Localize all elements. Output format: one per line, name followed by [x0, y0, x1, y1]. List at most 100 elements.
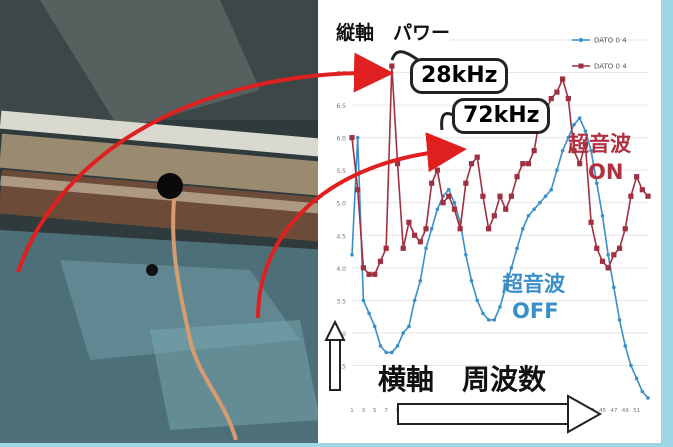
- y-tick-label: 6.0: [336, 136, 346, 143]
- series-point-off: [640, 389, 645, 394]
- series-point-off: [452, 200, 457, 205]
- y-tick-label: 4.5: [336, 233, 346, 240]
- series-point-off: [361, 298, 366, 303]
- series-point-on: [486, 226, 492, 232]
- series-point-off: [367, 311, 371, 316]
- series-point-on: [394, 161, 401, 167]
- series-point-on: [349, 135, 355, 141]
- series-point-off: [532, 207, 536, 212]
- series-point-on: [548, 95, 554, 102]
- series-point-off: [492, 318, 497, 322]
- series-point-on: [406, 219, 412, 225]
- series-point-off: [600, 213, 605, 218]
- series-point-on: [645, 193, 651, 199]
- series-point-off: [378, 344, 383, 348]
- series-point-off: [594, 181, 599, 185]
- series-point-on: [463, 180, 469, 186]
- series-point-off: [589, 148, 593, 153]
- y-tick-label: 5.5: [336, 168, 346, 175]
- legend-label: DATO 0 4: [594, 37, 627, 45]
- series-point-on: [582, 141, 588, 147]
- horizontal-axis-label: 横軸 周波数: [378, 363, 547, 396]
- series-point-off: [446, 187, 451, 192]
- series-point-on: [525, 161, 532, 167]
- x-tick-label: 45: [599, 408, 606, 414]
- series-point-off: [481, 311, 485, 316]
- series-point-on: [440, 200, 446, 206]
- series-point-off: [390, 350, 394, 355]
- legend-label: DATO 0 4: [594, 63, 627, 71]
- series-point-on: [503, 206, 509, 212]
- series-point-off: [526, 213, 531, 218]
- arrow-to-72khz: [256, 132, 467, 319]
- vertical-axis-label: 縦軸 パワー: [336, 18, 451, 45]
- series-point-off: [646, 396, 650, 400]
- series-point-on: [423, 226, 429, 232]
- series-point-off: [617, 318, 622, 322]
- series-point-on: [468, 161, 475, 167]
- series-point-on: [611, 252, 617, 258]
- series-point-off: [555, 168, 559, 172]
- series-point-off: [572, 122, 576, 127]
- series-point-on: [599, 258, 606, 264]
- series-point-off: [435, 207, 440, 212]
- series-point-off: [623, 344, 628, 348]
- series-point-on: [628, 193, 634, 199]
- x-tick-label: 3: [362, 408, 366, 414]
- up-arrow-icon: [324, 319, 346, 341]
- series-point-off: [401, 331, 406, 335]
- legend-marker: [579, 38, 583, 42]
- series-point-off: [549, 187, 554, 192]
- ultrasound-off-label-line1: 超音波: [502, 272, 565, 296]
- peak-28khz-label: 28kHz: [410, 58, 509, 94]
- series-point-on: [594, 245, 600, 251]
- x-tick-label: 1: [350, 408, 354, 414]
- series-point-on: [417, 239, 423, 245]
- series-point-off: [629, 363, 633, 368]
- y-tick-label: 2.5: [336, 363, 346, 370]
- series-point-off: [350, 253, 354, 257]
- x-tick-label: 7: [384, 408, 388, 414]
- series-point-on: [588, 219, 594, 225]
- series-point-on: [355, 187, 361, 193]
- series-point-on: [514, 174, 520, 180]
- series-point-on: [565, 95, 571, 102]
- series-point-on: [383, 245, 389, 251]
- series-point-on: [474, 154, 480, 160]
- series-point-on: [639, 187, 645, 193]
- series-point-off: [395, 344, 400, 348]
- peak-72khz-label: 72kHz: [452, 98, 551, 134]
- series-point-off: [464, 253, 468, 257]
- y-tick-label: 5.0: [336, 201, 346, 208]
- series-point-off: [424, 246, 428, 251]
- series-point-off: [418, 279, 423, 283]
- series-point-on: [429, 180, 435, 186]
- series-point-off: [515, 246, 519, 251]
- series-point-on: [412, 232, 418, 238]
- series-point-off: [606, 253, 610, 257]
- ultrasound-on-label-line1: 超音波: [568, 132, 631, 156]
- series-point-off: [384, 350, 388, 355]
- series-point-off: [612, 285, 616, 290]
- series-point-off: [407, 324, 411, 329]
- series-point-off: [498, 305, 502, 309]
- y-tick-label: 3.5: [336, 298, 346, 305]
- series-point-off: [560, 148, 565, 153]
- ultrasound-off-label-line2: OFF: [512, 299, 559, 323]
- series-point-off: [566, 135, 571, 140]
- series-point-on: [491, 213, 497, 219]
- series-point-on: [508, 193, 514, 199]
- y-tick-label: 4.0: [336, 266, 346, 273]
- series-point-off: [577, 116, 582, 120]
- series-point-on: [554, 89, 560, 95]
- series-point-off: [372, 324, 377, 329]
- pipe-sensor-photo: [0, 0, 330, 443]
- series-point-on: [560, 76, 566, 82]
- series-point-off: [538, 200, 542, 205]
- series-point-on: [451, 206, 458, 212]
- arrow-to-28khz: [16, 52, 394, 273]
- series-point-off: [583, 129, 588, 133]
- series-point-off: [634, 376, 639, 381]
